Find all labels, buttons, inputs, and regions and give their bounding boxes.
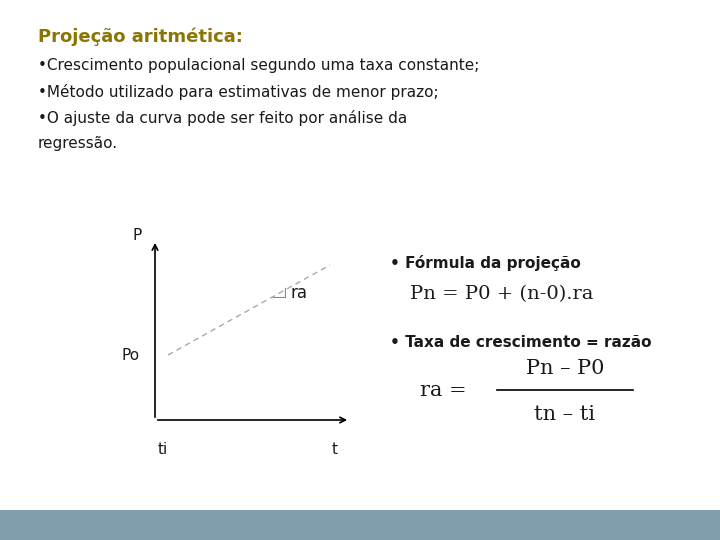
Text: •Crescimento populacional segundo uma taxa constante;: •Crescimento populacional segundo uma ta… [38,58,480,73]
Text: ti: ti [158,442,168,457]
Text: ra =: ra = [420,381,473,400]
Text: •O ajuste da curva pode ser feito por análise da: •O ajuste da curva pode ser feito por an… [38,110,408,126]
Text: Po: Po [122,348,140,362]
Text: regressão.: regressão. [38,136,118,151]
Text: Pn = P0 + (n-0).ra: Pn = P0 + (n-0).ra [410,285,593,303]
Text: ra: ra [290,284,307,301]
Text: t: t [332,442,338,457]
Bar [0,510,720,540]
Text: • Fórmula da projeção: • Fórmula da projeção [390,255,581,271]
Text: Projeção aritmética:: Projeção aritmética: [38,28,243,46]
Text: Pn – P0: Pn – P0 [526,359,604,377]
Text: tn – ti: tn – ti [534,404,595,423]
Text: • Taxa de crescimento = razão: • Taxa de crescimento = razão [390,335,652,350]
Text: P: P [132,227,142,242]
Text: •Método utilizado para estimativas de menor prazo;: •Método utilizado para estimativas de me… [38,84,438,100]
